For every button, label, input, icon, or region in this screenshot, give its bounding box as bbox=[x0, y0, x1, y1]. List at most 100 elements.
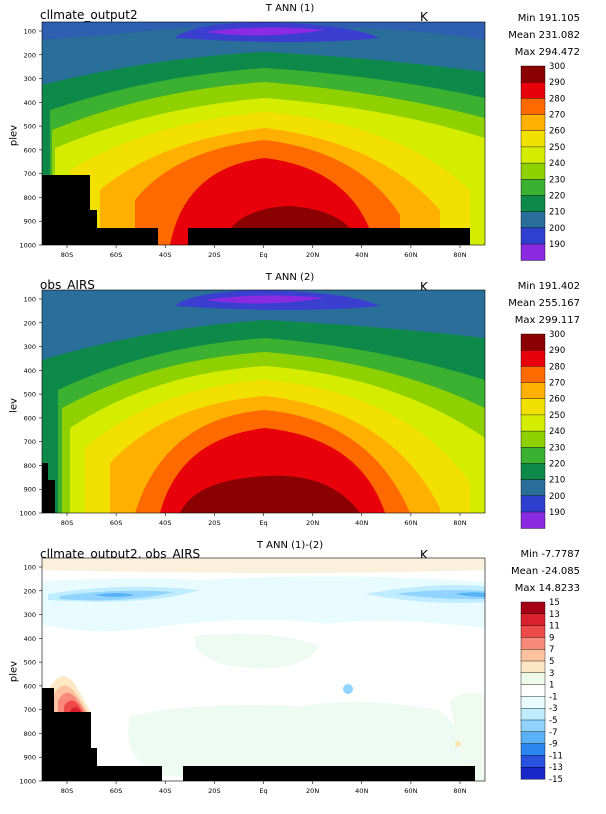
colorbar-swatch bbox=[520, 707, 546, 721]
contour-plot: 80S 60S 40S 20S Eq 20N 40N 60N 80N 100 200 300 400 50… bbox=[19, 289, 565, 529]
colorbar-label: -15 bbox=[549, 775, 563, 785]
topography-mask-east bbox=[188, 228, 470, 245]
colorbar-swatch bbox=[520, 637, 546, 650]
y-tick-label: 400 bbox=[24, 367, 36, 375]
axes: 80S 60S 40S 20S Eq 20N 40N 60N 80N 100 200 300 400 50… bbox=[19, 28, 466, 260]
colorbar-swatch bbox=[520, 430, 546, 448]
colorbar-swatch bbox=[520, 731, 546, 745]
colorbar-swatch bbox=[520, 696, 546, 709]
colorbar-label: 230 bbox=[549, 175, 565, 185]
panel-units: K bbox=[420, 10, 428, 24]
colorbar-label: 15 bbox=[549, 598, 560, 608]
panel-left-title: cllmate_output2 bbox=[40, 8, 138, 22]
stat-max: Max 299.117 bbox=[514, 315, 580, 326]
colorbar-swatch bbox=[520, 81, 546, 99]
colorbar-label: 220 bbox=[549, 459, 565, 469]
panel-units: K bbox=[420, 548, 428, 562]
colorbar-swatch bbox=[520, 98, 546, 116]
colorbar-swatch bbox=[520, 162, 546, 180]
colorbar-swatch bbox=[520, 463, 546, 481]
y-tick-label: 300 bbox=[24, 343, 36, 351]
contour-band-190 bbox=[205, 295, 325, 304]
colorbar-swatch bbox=[520, 195, 546, 213]
y-tick-label: 200 bbox=[24, 587, 36, 595]
x-tick-label: 80N bbox=[453, 251, 466, 259]
colorbar-label: 250 bbox=[549, 143, 565, 153]
x-tick-label: 20S bbox=[208, 519, 220, 527]
x-tick-label: 80S bbox=[61, 787, 73, 795]
y-tick-label: 600 bbox=[24, 682, 36, 690]
panel-left-title: cllmate_output2, obs_AIRS bbox=[40, 547, 201, 561]
colorbar-label: -13 bbox=[549, 763, 563, 773]
colorbar-swatch bbox=[520, 65, 546, 83]
colorbar-label: 13 bbox=[549, 610, 560, 620]
y-tick-label: 100 bbox=[24, 28, 36, 36]
colorbar-swatch bbox=[520, 672, 546, 686]
colorbar-swatch bbox=[520, 684, 546, 697]
contour-spot-pos3 bbox=[455, 741, 461, 747]
colorbar-label: 190 bbox=[549, 240, 565, 250]
axes: 80S 60S 40S 20S Eq 20N 40N 60N 80N 100 200 300 400 50… bbox=[19, 564, 466, 796]
contour-plot: 80S 60S 40S 20S Eq 20N 40N 60N 80N 100 200 300 400 50… bbox=[19, 557, 563, 796]
colorbar-label: 200 bbox=[549, 224, 565, 234]
colorbar-label: 250 bbox=[549, 411, 565, 421]
contour-plot: 80S 60S 40S 20S Eq 20N 40N 60N 80N 100 200 300 400 50… bbox=[19, 21, 565, 261]
stat-min: Min 191.402 bbox=[517, 281, 580, 292]
colorbar-swatch bbox=[520, 349, 546, 367]
y-tick-label: 700 bbox=[24, 706, 36, 714]
colorbar-label: 9 bbox=[549, 633, 554, 643]
y-tick-label: 1000 bbox=[19, 510, 36, 518]
colorbar-swatch bbox=[520, 211, 546, 229]
y-tick-label: 300 bbox=[24, 75, 36, 83]
colorbar-swatch bbox=[520, 511, 546, 529]
panel-model: cllmate_output2 T ANN (1) K Min 191.105 … bbox=[0, 0, 606, 268]
colorbar-label: -7 bbox=[549, 728, 557, 738]
colorbar-label: 210 bbox=[549, 208, 565, 218]
colorbar-label: -3 bbox=[549, 704, 557, 714]
colorbar-label: 240 bbox=[549, 427, 565, 437]
x-tick-label: 20N bbox=[306, 519, 319, 527]
stat-mean: Mean 231.082 bbox=[508, 30, 580, 41]
colorbar-label: 280 bbox=[549, 362, 565, 372]
colorbar-label: 260 bbox=[549, 127, 565, 137]
contour-band-1-ridge bbox=[450, 692, 485, 781]
panel-center-title: T ANN (1) bbox=[265, 3, 315, 14]
colorbar-swatch bbox=[520, 382, 546, 400]
y-tick-label: 400 bbox=[24, 635, 36, 643]
y-tick-label: 700 bbox=[24, 170, 36, 178]
colorbar-swatch bbox=[520, 243, 546, 261]
x-tick-label: 80S bbox=[61, 519, 73, 527]
x-tick-label: 20N bbox=[306, 787, 319, 795]
x-tick-label: 40S bbox=[159, 251, 171, 259]
colorbar: 15 13 119 7 5 3 1-1 -3 -5 -7 -9-11 -13 -15 bbox=[520, 598, 563, 785]
colorbar-label: -9 bbox=[549, 740, 557, 750]
y-tick-label: 200 bbox=[24, 319, 36, 327]
colorbar-label: 300 bbox=[549, 330, 565, 340]
colorbar-label: -11 bbox=[549, 751, 563, 761]
x-tick-label: 60N bbox=[404, 519, 417, 527]
stat-max: Max 14.8233 bbox=[514, 583, 580, 594]
stat-max: Max 294.472 bbox=[514, 47, 580, 58]
topography-mask bbox=[42, 688, 162, 781]
colorbar-swatch bbox=[520, 130, 546, 148]
colorbar-swatch bbox=[520, 227, 546, 245]
colorbar-swatch bbox=[520, 447, 546, 464]
x-tick-label: 40N bbox=[355, 787, 368, 795]
y-tick-label: 600 bbox=[24, 414, 36, 422]
y-tick-label: 900 bbox=[24, 218, 36, 226]
topography-mask bbox=[42, 463, 55, 513]
contour-band-190-core bbox=[205, 27, 325, 36]
x-tick-label: 40N bbox=[355, 251, 368, 259]
y-tick-label: 100 bbox=[24, 296, 36, 304]
colorbar-label: 270 bbox=[549, 379, 565, 389]
colorbar-label: 7 bbox=[549, 645, 554, 655]
contour-band-neg5-east bbox=[395, 590, 485, 600]
colorbar-swatch bbox=[520, 179, 546, 196]
x-tick-label: 20N bbox=[306, 251, 319, 259]
colorbar-swatch bbox=[520, 146, 546, 164]
colorbar-swatch bbox=[520, 366, 546, 384]
panel-center-title: T ANN (1)-(2) bbox=[256, 540, 324, 551]
y-tick-label: 1000 bbox=[19, 242, 36, 250]
colorbar-swatch bbox=[520, 766, 546, 780]
contour-band-neg7-west bbox=[95, 593, 135, 597]
